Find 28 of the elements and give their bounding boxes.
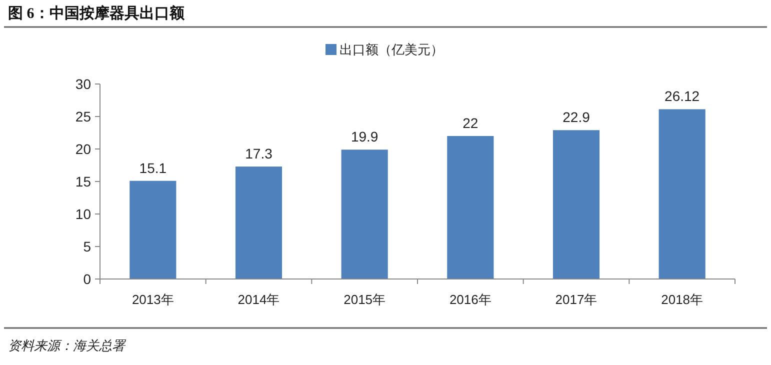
bar — [130, 180, 176, 279]
data-label: 26.12 — [664, 88, 700, 104]
y-tick-label: 5 — [83, 238, 92, 254]
legend-label: 出口额（亿美元） — [340, 42, 444, 57]
x-tick-label: 2014年 — [238, 292, 280, 307]
bar — [341, 150, 388, 279]
data-label: 15.1 — [139, 160, 167, 176]
x-tick-label: 2018年 — [661, 292, 704, 307]
x-tick-label: 2016年 — [449, 292, 492, 307]
data-label: 17.3 — [245, 146, 273, 162]
y-tick-label: 10 — [75, 206, 92, 222]
bar — [658, 109, 706, 279]
data-label: 22.9 — [562, 109, 590, 126]
data-label: 19.9 — [350, 128, 378, 145]
x-tick-label: 2017年 — [555, 292, 598, 307]
y-tick-label: 25 — [75, 108, 92, 124]
chart-title: 图 6：中国按摩器具出口额 — [8, 4, 186, 22]
bar — [235, 166, 282, 279]
bar — [447, 136, 494, 279]
y-tick-label: 20 — [75, 141, 92, 157]
x-tick-label: 2013年 — [132, 292, 174, 307]
y-tick-label: 15 — [75, 174, 92, 190]
y-tick-label: 0 — [83, 271, 92, 287]
y-tick-label: 30 — [75, 76, 92, 92]
text: 资料来源：海关总署 — [8, 338, 127, 353]
data-label: 22 — [462, 115, 478, 131]
bar — [552, 130, 600, 279]
x-tick-label: 2015年 — [344, 292, 386, 307]
